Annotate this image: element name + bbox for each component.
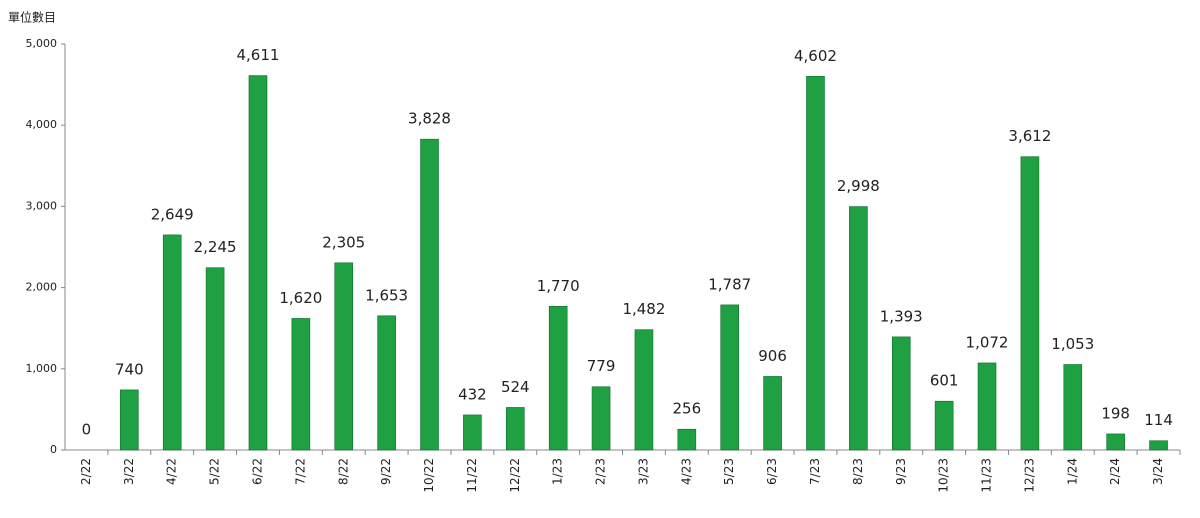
bar xyxy=(1020,156,1040,451)
bar xyxy=(162,234,182,451)
bar xyxy=(1106,433,1125,451)
value-label: 906 xyxy=(758,347,787,365)
value-label: 1,482 xyxy=(622,300,665,318)
x-tick-label: 2/24 xyxy=(1108,458,1122,485)
x-tick-label: 5/23 xyxy=(722,458,736,485)
value-label: 1,072 xyxy=(966,333,1009,351)
x-tick-label: 9/23 xyxy=(894,458,908,485)
value-label: 0 xyxy=(82,421,92,439)
value-label: 3,828 xyxy=(408,110,451,128)
y-tick-label: 2,000 xyxy=(26,281,58,294)
x-tick-label: 3/22 xyxy=(122,458,136,485)
bar xyxy=(291,318,311,451)
bar xyxy=(334,262,354,451)
x-tick-label: 2/22 xyxy=(79,458,93,485)
value-label: 1,787 xyxy=(708,275,751,293)
bar xyxy=(634,329,654,451)
bar xyxy=(891,336,911,451)
y-tick-label: 0 xyxy=(50,443,57,456)
value-label: 1,393 xyxy=(880,307,923,325)
x-tick-label: 3/24 xyxy=(1151,458,1165,485)
bar xyxy=(977,362,997,451)
x-tick-label: 11/22 xyxy=(465,458,479,493)
x-tick-label: 2/23 xyxy=(594,458,608,485)
bar xyxy=(377,315,396,451)
x-tick-label: 11/23 xyxy=(980,458,994,493)
value-label: 198 xyxy=(1101,404,1130,422)
x-tick-label: 3/23 xyxy=(636,458,650,485)
bar xyxy=(591,386,611,451)
x-tick-label: 1/23 xyxy=(551,458,565,485)
value-label: 524 xyxy=(501,378,530,396)
y-axis-title: 單位數目 xyxy=(8,10,56,25)
bar xyxy=(505,407,525,451)
value-label: 1,053 xyxy=(1051,335,1094,353)
bar xyxy=(677,428,697,451)
x-tick-label: 4/22 xyxy=(165,458,179,485)
x-tick-label: 7/22 xyxy=(293,458,307,485)
bar xyxy=(548,305,568,451)
x-tick-label: 1/24 xyxy=(1065,458,1079,485)
y-tick-label: 5,000 xyxy=(26,37,58,50)
value-label: 1,620 xyxy=(279,289,322,307)
value-label: 779 xyxy=(587,357,616,375)
value-label: 3,612 xyxy=(1008,127,1051,145)
value-label: 2,998 xyxy=(837,177,880,195)
value-label: 4,602 xyxy=(794,47,837,65)
bar xyxy=(806,76,825,451)
value-label: 4,611 xyxy=(237,46,280,64)
x-tick-label: 12/23 xyxy=(1022,458,1036,493)
x-tick-label: 9/22 xyxy=(379,458,393,485)
bar xyxy=(248,75,268,451)
bar xyxy=(720,304,740,451)
value-label: 2,305 xyxy=(322,233,365,251)
x-tick-label: 4/23 xyxy=(679,458,693,485)
value-label: 2,649 xyxy=(151,205,194,223)
x-tick-label: 5/22 xyxy=(208,458,222,485)
value-label: 432 xyxy=(458,385,487,403)
bar xyxy=(205,267,225,451)
value-label: 740 xyxy=(115,360,144,378)
x-tick-label: 6/23 xyxy=(765,458,779,485)
bar xyxy=(420,138,439,451)
y-tick-label: 1,000 xyxy=(26,362,58,375)
x-tick-label: 10/23 xyxy=(937,458,951,493)
bar xyxy=(849,206,868,451)
value-label: 1,770 xyxy=(537,277,580,295)
value-label: 2,245 xyxy=(194,238,237,256)
bar xyxy=(1149,440,1168,451)
x-tick-label: 7/23 xyxy=(808,458,822,485)
bar xyxy=(120,389,139,451)
x-tick-label: 10/22 xyxy=(422,458,436,493)
x-tick-label: 8/22 xyxy=(336,458,350,485)
bar xyxy=(934,400,954,451)
x-tick-label: 8/23 xyxy=(851,458,865,485)
x-tick-label: 12/22 xyxy=(508,458,522,493)
value-label: 1,653 xyxy=(365,286,408,304)
bar xyxy=(763,376,782,451)
y-tick-label: 4,000 xyxy=(26,118,58,131)
bar xyxy=(463,414,482,451)
value-label: 601 xyxy=(930,372,959,390)
y-tick-label: 3,000 xyxy=(26,199,58,212)
x-tick-label: 6/22 xyxy=(250,458,264,485)
value-label: 114 xyxy=(1144,411,1173,429)
value-label: 256 xyxy=(673,400,702,418)
bar xyxy=(1063,364,1083,451)
